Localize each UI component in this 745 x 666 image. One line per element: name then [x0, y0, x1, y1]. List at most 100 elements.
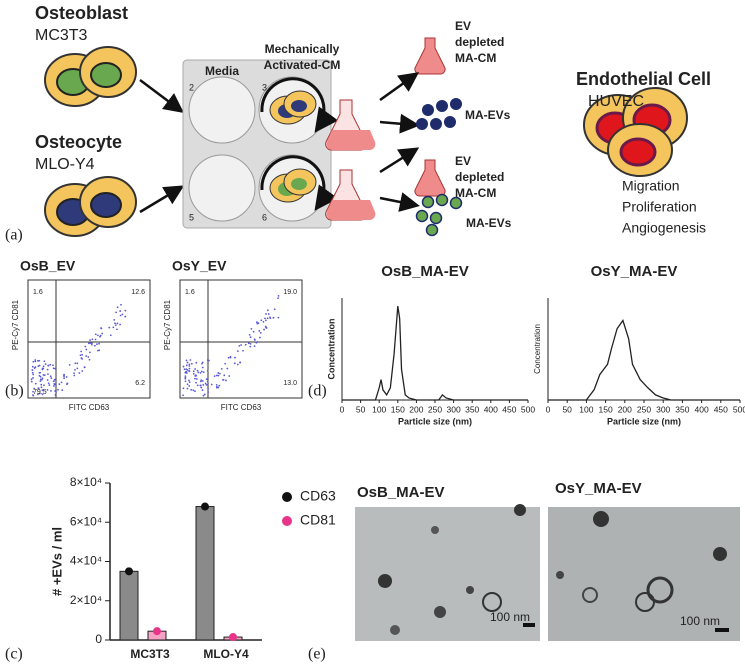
event-dot: [54, 394, 57, 396]
event-dot: [116, 328, 118, 331]
event-dot: [34, 359, 37, 361]
event-dot: [217, 372, 220, 374]
event-dot: [195, 381, 197, 384]
event-dot: [206, 359, 209, 361]
x-tick-label: 500: [733, 404, 745, 414]
cell-line: HUVEC: [588, 93, 644, 110]
event-dot: [94, 333, 97, 336]
cell-name: Osteoblast: [35, 3, 128, 23]
ma-cm-label: Mechanically: [265, 42, 340, 56]
y-tick-label: 2×10⁴: [70, 593, 102, 607]
x-tick-label: 300: [447, 404, 461, 414]
output-label: depleted: [455, 35, 504, 49]
event-dot: [31, 371, 34, 374]
event-dot: [90, 343, 93, 346]
cell-name: Endothelial Cell: [576, 69, 711, 89]
event-dot: [248, 333, 251, 336]
event-dot: [89, 342, 92, 345]
event-dot: [42, 365, 45, 368]
event-dot: [227, 356, 230, 359]
event-dot: [207, 387, 210, 390]
event-dot: [41, 389, 44, 392]
event-dot: [34, 382, 37, 385]
panel-label: (a): [5, 227, 23, 244]
x-tick-label: 350: [675, 404, 689, 414]
event-dot: [249, 336, 252, 339]
event-dot: [109, 334, 112, 337]
event-dot: [83, 366, 86, 369]
event-dot: [267, 313, 270, 315]
event-dot: [74, 368, 76, 371]
event-dot: [58, 383, 61, 386]
event-dot: [189, 359, 192, 361]
x-tick-label: 250: [637, 404, 651, 414]
plot-title: OsB_EV: [20, 258, 76, 274]
event-dot: [32, 377, 34, 379]
event-dot: [52, 364, 54, 367]
event-dot: [260, 319, 263, 322]
y-axis-label: PE-Cy7 CD81: [163, 299, 172, 350]
event-dot: [220, 367, 223, 370]
image-title: OsY_MA-EV: [555, 480, 642, 497]
effect: Migration: [622, 178, 680, 194]
event-dot: [96, 334, 99, 337]
x-tick-label: 0: [340, 404, 345, 414]
event-dot: [91, 342, 93, 345]
event-dot: [266, 309, 269, 312]
event-dot: [182, 394, 184, 397]
event-dot: [242, 349, 244, 352]
event-dot: [31, 369, 34, 371]
osteocyte-cells: [44, 176, 137, 237]
event-dot: [124, 315, 127, 318]
x-tick-label: 450: [714, 404, 728, 414]
event-dot: [183, 368, 186, 371]
quadrant-value: 1.6: [33, 289, 43, 296]
event-dot: [41, 368, 44, 371]
event-dot: [87, 342, 90, 345]
x-tick-label: 400: [695, 404, 709, 414]
event-dot: [273, 308, 276, 311]
event-dot: [37, 393, 39, 396]
bar-marker: [201, 502, 209, 511]
well-number: 6: [262, 212, 267, 222]
event-dot: [240, 344, 243, 346]
event-dot: [78, 372, 81, 374]
event-dot: [247, 342, 250, 345]
legend-marker: [282, 492, 292, 502]
event-dot: [195, 378, 198, 380]
event-dot: [46, 368, 49, 371]
event-dot: [244, 343, 247, 346]
x-tick-label: 500: [521, 404, 535, 414]
bar: [119, 570, 139, 641]
event-dot: [186, 387, 189, 390]
event-dot: [87, 356, 90, 358]
panel-label: (c): [5, 646, 23, 663]
event-dot: [38, 371, 41, 374]
event-dot: [37, 387, 40, 390]
event-dot: [206, 380, 209, 383]
event-dot: [205, 383, 208, 386]
event-dot: [113, 318, 116, 321]
event-dot: [85, 355, 88, 357]
event-dot: [99, 334, 102, 337]
event-dot: [44, 363, 47, 366]
event-dot: [63, 375, 65, 378]
event-dot: [47, 373, 49, 375]
event-dot: [85, 348, 88, 351]
well-plate: [182, 59, 339, 229]
event-dot: [98, 342, 100, 345]
event-dot: [94, 338, 97, 341]
bar: [195, 506, 215, 641]
event-dot: [89, 339, 91, 342]
quadrant-value: 6.2: [135, 380, 145, 387]
event-dot: [255, 341, 257, 344]
effect: Proliferation: [622, 199, 697, 215]
legend-label: CD63: [300, 488, 336, 504]
ma-cm-label: Activated-CM: [264, 58, 341, 72]
event-dot: [61, 389, 64, 392]
event-dot: [185, 364, 188, 367]
huvec-cells: [583, 87, 688, 177]
event-dot: [218, 372, 221, 375]
y-tick-label: 4×10⁴: [70, 554, 102, 568]
event-dot: [101, 332, 104, 335]
